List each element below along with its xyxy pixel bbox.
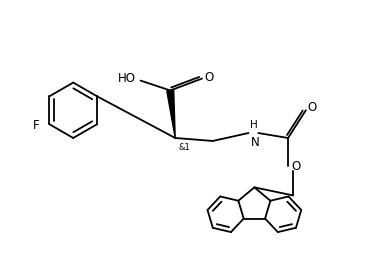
- Text: &1: &1: [178, 143, 190, 152]
- Text: O: O: [291, 160, 301, 173]
- Text: F: F: [33, 118, 39, 132]
- Polygon shape: [167, 90, 175, 138]
- Text: HO: HO: [118, 72, 136, 85]
- Text: H: H: [251, 120, 258, 130]
- Text: O: O: [307, 101, 316, 114]
- Text: O: O: [204, 71, 214, 84]
- Text: N: N: [251, 136, 259, 149]
